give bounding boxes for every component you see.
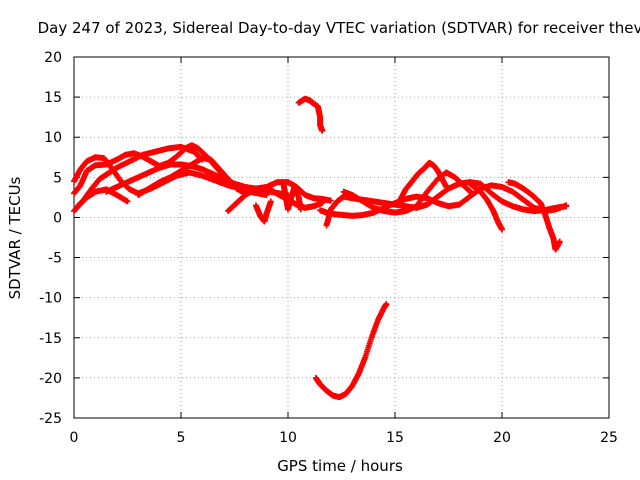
y-tick-label: 15 (44, 90, 62, 106)
series-track-13 (340, 169, 476, 216)
series-track-16 (505, 179, 563, 253)
y-tick-label: -20 (39, 371, 62, 387)
series-track-15 (466, 180, 505, 233)
y-tick-label: 0 (53, 210, 62, 226)
series-track-8 (252, 198, 274, 225)
point-markers (252, 198, 274, 225)
tick-labels: 0 5 10 15 20 25 -25 -20 -15 -10 -5 0 5 10 15 20 (39, 50, 618, 446)
series-track-14 (396, 159, 450, 205)
point-markers (280, 182, 304, 213)
y-tick-label: 10 (44, 130, 62, 146)
axis-ticks (73, 56, 610, 419)
point-markers (135, 155, 249, 198)
x-tick-label: 25 (600, 430, 618, 446)
y-tick-label: 5 (53, 170, 62, 186)
series-track-6 (135, 155, 249, 198)
point-markers (466, 180, 505, 233)
data-markers (71, 95, 570, 401)
y-tick-label: -25 (39, 411, 62, 427)
y-tick-label: -10 (39, 291, 62, 307)
grid (74, 57, 609, 418)
x-tick-label: 15 (386, 430, 404, 446)
point-markers (396, 159, 450, 205)
series-track-10 (295, 95, 326, 134)
x-axis-label: GPS time / hours (277, 457, 403, 475)
x-tick-label: 20 (493, 430, 511, 446)
series-track-17 (312, 301, 390, 401)
point-markers (312, 301, 390, 401)
y-tick-label: 20 (44, 50, 62, 66)
chart-title: Day 247 of 2023, Sidereal Day-to-day VTE… (38, 19, 640, 37)
y-axis-label: SDTVAR / TECUs (6, 176, 24, 299)
series-track-9 (280, 182, 304, 213)
x-tick-label: 5 (177, 430, 186, 446)
point-markers (323, 179, 570, 229)
y-tick-label: -5 (48, 251, 62, 267)
point-markers (340, 169, 476, 216)
x-tick-label: 0 (70, 430, 79, 446)
plot-frame (73, 56, 610, 419)
point-markers (295, 95, 326, 134)
series-track-12 (323, 179, 570, 229)
x-tick-label: 10 (279, 430, 297, 446)
y-tick-label: -15 (39, 331, 62, 347)
point-markers (505, 179, 563, 253)
